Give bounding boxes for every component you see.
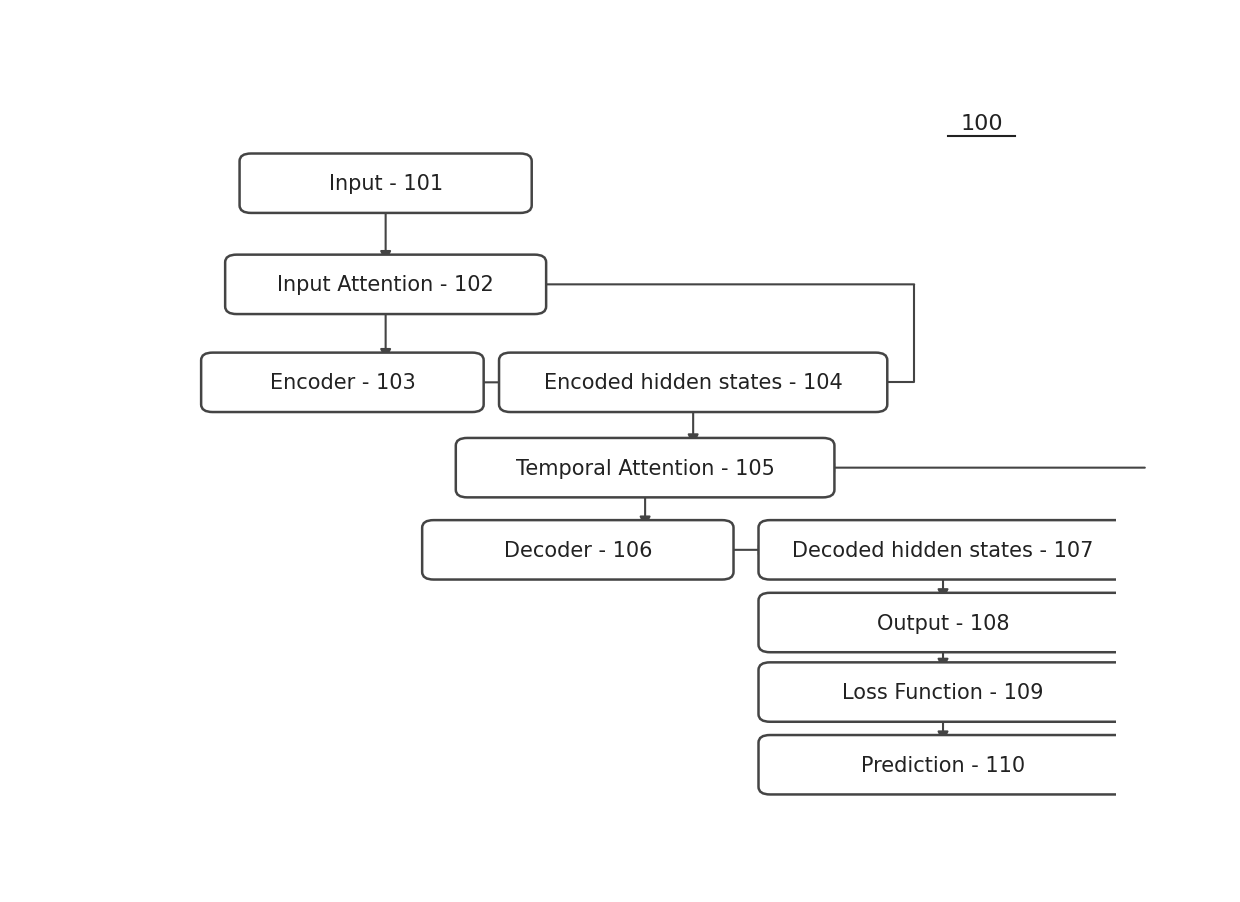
Text: Encoded hidden states - 104: Encoded hidden states - 104: [544, 373, 842, 393]
FancyBboxPatch shape: [759, 735, 1127, 795]
Text: Input - 101: Input - 101: [329, 174, 443, 194]
FancyBboxPatch shape: [759, 594, 1127, 652]
FancyBboxPatch shape: [226, 255, 546, 315]
Text: Input Attention - 102: Input Attention - 102: [278, 275, 494, 295]
FancyBboxPatch shape: [201, 354, 484, 412]
Text: Decoded hidden states - 107: Decoded hidden states - 107: [792, 540, 1094, 560]
FancyBboxPatch shape: [498, 354, 888, 412]
Text: Encoder - 103: Encoder - 103: [269, 373, 415, 393]
Text: Output - 108: Output - 108: [877, 612, 1009, 633]
FancyBboxPatch shape: [422, 520, 734, 580]
FancyBboxPatch shape: [239, 154, 532, 214]
Text: Loss Function - 109: Loss Function - 109: [842, 682, 1044, 703]
FancyBboxPatch shape: [456, 438, 835, 498]
FancyBboxPatch shape: [759, 663, 1127, 722]
Text: Decoder - 106: Decoder - 106: [503, 540, 652, 560]
FancyBboxPatch shape: [759, 520, 1127, 580]
Text: Prediction - 110: Prediction - 110: [861, 755, 1025, 775]
Text: 100: 100: [960, 114, 1003, 133]
Text: Temporal Attention - 105: Temporal Attention - 105: [516, 458, 775, 478]
